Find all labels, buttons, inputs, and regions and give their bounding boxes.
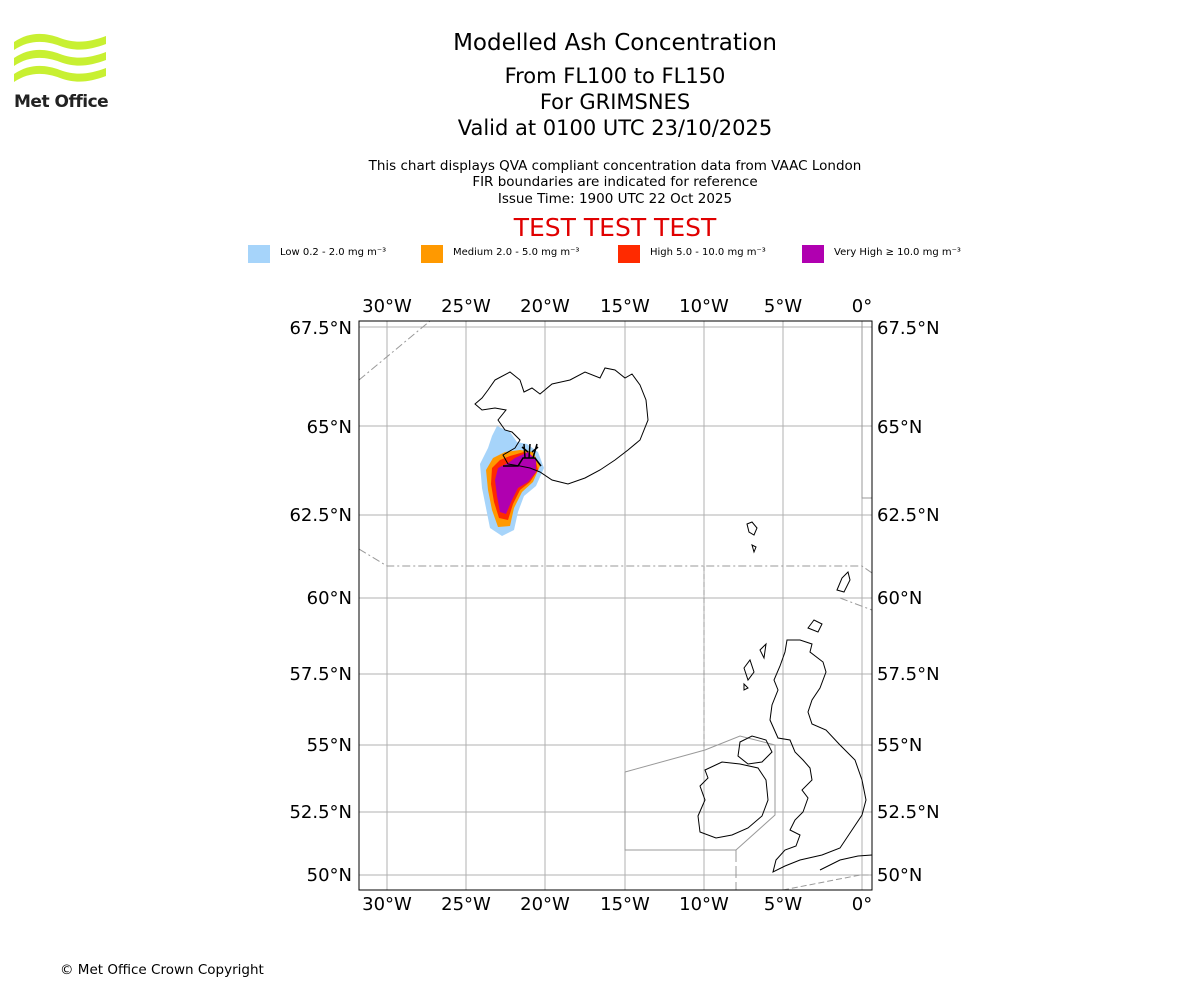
issue-time: Issue Time: 1900 UTC 22 Oct 2025 (497, 191, 733, 207)
lat-label-52-5-left: 52.5°N (289, 802, 352, 823)
lat-label-50-left: 50°N (307, 865, 352, 886)
fir-boundaries (359, 321, 872, 890)
lat-label-55-left: 55°N (307, 735, 352, 756)
copyright-notice: © Met Office Crown Copyright (60, 962, 264, 978)
lon-label-30w-bottom: 30°W (362, 894, 412, 915)
met-office-logo-icon (14, 33, 106, 82)
lon-labels-bottom: 30°W 25°W 20°W 15°W 10°W 5°W 0° (362, 894, 872, 915)
lat-label-57-5-right: 57.5°N (877, 664, 940, 685)
lat-label-62-5-left: 62.5°N (289, 505, 352, 526)
volcano-name: For GRIMSNES (539, 90, 691, 114)
lat-label-65-right: 65°N (877, 417, 922, 438)
iceland-coast (474, 367, 649, 485)
ireland-coast (697, 761, 769, 839)
britain-coast (769, 639, 867, 873)
france-coast (819, 854, 872, 871)
shetland-coast (836, 571, 851, 593)
lat-label-55-right: 55°N (877, 735, 922, 756)
lat-labels-left: 67.5°N 65°N 62.5°N 60°N 57.5°N 55°N 52.5… (289, 318, 352, 886)
legend-swatch-medium (421, 245, 443, 263)
lat-label-57-5-left: 57.5°N (289, 664, 352, 685)
valid-time: Valid at 0100 UTC 23/10/2025 (457, 116, 773, 140)
lat-label-60-left: 60°N (307, 588, 352, 609)
lon-label-15w-bottom: 15°W (600, 894, 650, 915)
logo-text: Met Office (14, 92, 109, 112)
lon-label-25w-top: 25°W (441, 296, 491, 317)
lat-label-65-left: 65°N (307, 417, 352, 438)
hebrides-coast (743, 642, 767, 691)
northern-ireland-coast (737, 735, 773, 765)
lat-labels-right: 67.5°N 65°N 62.5°N 60°N 57.5°N 55°N 52.5… (877, 318, 940, 886)
legend-swatch-very-high (802, 245, 824, 263)
lon-label-20w-top: 20°W (520, 296, 570, 317)
info-line-fir: FIR boundaries are indicated for referen… (472, 174, 758, 190)
legend-swatch-low (248, 245, 270, 263)
coastlines (474, 367, 872, 873)
ash-plume (480, 426, 544, 536)
lon-label-5w-bottom: 5°W (764, 894, 802, 915)
lat-label-67-5-right: 67.5°N (877, 318, 940, 339)
lat-label-60-right: 60°N (877, 588, 922, 609)
legend-swatch-high (618, 245, 640, 263)
legend-label-medium: Medium 2.0 - 5.0 mg m⁻³ (453, 247, 580, 258)
lat-label-52-5-right: 52.5°N (877, 802, 940, 823)
lat-label-50-right: 50°N (877, 865, 922, 886)
flight-level-range: From FL100 to FL150 (504, 64, 726, 88)
lon-label-10w-top: 10°W (679, 296, 729, 317)
lon-label-30w-top: 30°W (362, 296, 412, 317)
orkney-coast (807, 619, 823, 633)
lon-label-10w-bottom: 10°W (679, 894, 729, 915)
lon-label-0-bottom: 0° (852, 894, 872, 915)
legend-label-very-high: Very High ≥ 10.0 mg m⁻³ (834, 247, 961, 258)
chart-title: Modelled Ash Concentration (453, 30, 777, 56)
volcano-marker-icon (503, 443, 542, 467)
lat-label-67-5-left: 67.5°N (289, 318, 352, 339)
info-line-qva: This chart displays QVA compliant concen… (368, 158, 862, 174)
lon-label-20w-bottom: 20°W (520, 894, 570, 915)
map-frame (358, 320, 873, 891)
legend-label-low: Low 0.2 - 2.0 mg m⁻³ (280, 247, 387, 258)
faroe-coast (746, 521, 758, 554)
lon-label-0-top: 0° (852, 296, 872, 317)
legend-label-high: High 5.0 - 10.0 mg m⁻³ (650, 247, 766, 258)
lon-label-5w-top: 5°W (764, 296, 802, 317)
lon-label-15w-top: 15°W (600, 296, 650, 317)
lon-labels-top: 30°W 25°W 20°W 15°W 10°W 5°W 0° (362, 296, 872, 317)
lon-label-25w-bottom: 25°W (441, 894, 491, 915)
map-gridlines (359, 321, 872, 890)
test-banner: TEST TEST TEST (513, 213, 717, 242)
lat-label-62-5-right: 62.5°N (877, 505, 940, 526)
